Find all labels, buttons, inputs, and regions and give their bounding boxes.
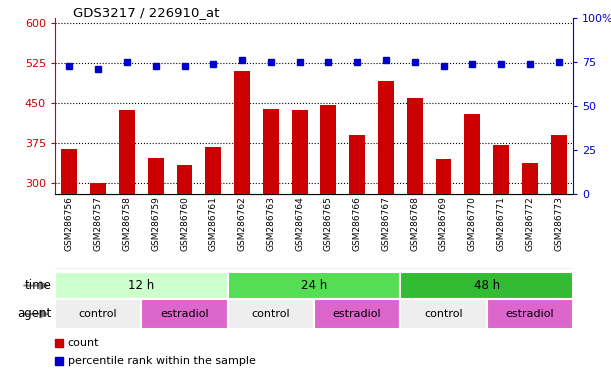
Text: GDS3217 / 226910_at: GDS3217 / 226910_at — [73, 7, 220, 19]
Text: GSM286764: GSM286764 — [295, 196, 304, 251]
Bar — [378, 81, 394, 194]
Bar — [551, 135, 566, 194]
Bar — [228, 299, 314, 329]
Text: GSM286772: GSM286772 — [525, 196, 535, 251]
Text: percentile rank within the sample: percentile rank within the sample — [68, 356, 256, 366]
Bar — [90, 183, 106, 194]
Bar — [487, 299, 573, 329]
Bar — [141, 299, 228, 329]
Bar — [400, 272, 573, 299]
Text: GSM286769: GSM286769 — [439, 196, 448, 251]
Text: GSM286756: GSM286756 — [65, 196, 74, 251]
Bar — [234, 71, 250, 194]
Text: GSM286773: GSM286773 — [554, 196, 563, 251]
Bar — [522, 163, 538, 194]
Text: 24 h: 24 h — [301, 279, 327, 292]
Text: estradiol: estradiol — [505, 309, 554, 319]
Text: estradiol: estradiol — [333, 309, 381, 319]
Bar — [62, 149, 78, 194]
Bar — [55, 299, 141, 329]
Text: control: control — [252, 309, 290, 319]
Text: GSM286768: GSM286768 — [410, 196, 419, 251]
Text: 48 h: 48 h — [474, 279, 500, 292]
Bar — [436, 159, 452, 194]
Text: GSM286763: GSM286763 — [266, 196, 276, 251]
Text: GSM286767: GSM286767 — [381, 196, 390, 251]
Bar — [493, 145, 509, 194]
Bar — [349, 135, 365, 194]
Text: estradiol: estradiol — [160, 309, 209, 319]
Bar — [291, 110, 307, 194]
Text: GSM286766: GSM286766 — [353, 196, 362, 251]
Bar — [119, 110, 135, 194]
Text: control: control — [79, 309, 117, 319]
Bar — [55, 272, 228, 299]
Text: count: count — [68, 338, 100, 348]
Text: GSM286760: GSM286760 — [180, 196, 189, 251]
Bar — [263, 109, 279, 194]
Text: 12 h: 12 h — [128, 279, 155, 292]
Text: GSM286765: GSM286765 — [324, 196, 333, 251]
Text: control: control — [424, 309, 463, 319]
Text: time: time — [25, 279, 52, 292]
Text: GSM286771: GSM286771 — [497, 196, 505, 251]
Bar — [228, 272, 400, 299]
Bar — [314, 299, 400, 329]
Text: GSM286761: GSM286761 — [209, 196, 218, 251]
Bar — [205, 147, 221, 194]
Text: GSM286770: GSM286770 — [468, 196, 477, 251]
Bar — [148, 158, 164, 194]
Bar — [321, 105, 336, 194]
Bar — [400, 299, 487, 329]
Text: GSM286757: GSM286757 — [93, 196, 103, 251]
Text: GSM286762: GSM286762 — [238, 196, 247, 251]
Bar — [464, 114, 480, 194]
Bar — [177, 165, 192, 194]
Text: GSM286758: GSM286758 — [122, 196, 131, 251]
Text: agent: agent — [18, 308, 52, 321]
Text: GSM286759: GSM286759 — [151, 196, 160, 251]
Bar — [407, 98, 423, 194]
